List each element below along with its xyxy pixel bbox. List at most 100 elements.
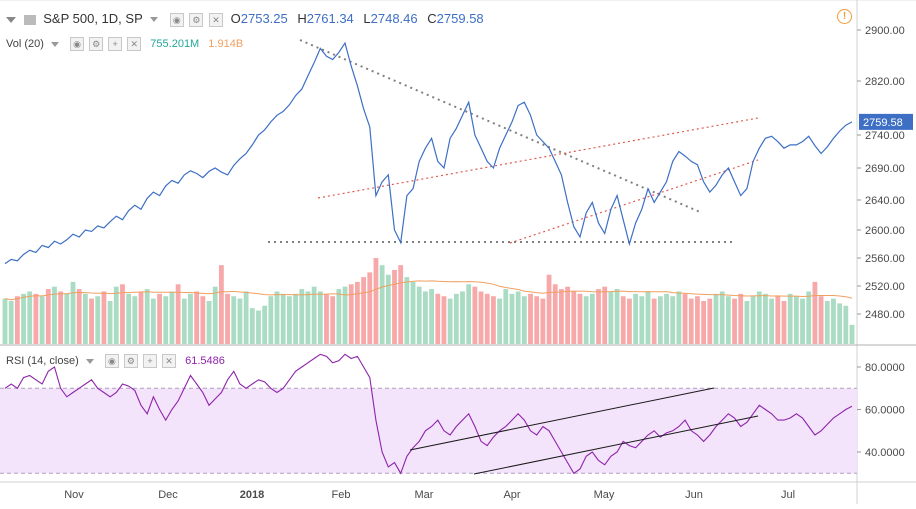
volume-bar — [138, 291, 144, 344]
volume-bar — [429, 289, 434, 344]
rsi-settings-icon[interactable]: ⚙ — [123, 354, 138, 368]
visibility-icon[interactable]: ◉ — [169, 12, 184, 27]
volume-bar — [627, 298, 632, 344]
time-axis-tick-label: Mar — [415, 489, 434, 501]
series-style-icon[interactable] — [23, 14, 36, 25]
alert-icon[interactable]: ! — [837, 9, 852, 24]
volume-bar — [361, 277, 366, 344]
volume-bar — [818, 296, 824, 344]
volume-bar — [262, 305, 268, 344]
volume-bar — [150, 298, 156, 344]
volume-bar — [268, 296, 274, 344]
volume-bar — [188, 293, 193, 344]
volume-bar — [404, 277, 410, 344]
volume-bar — [181, 298, 187, 344]
price-axis-tick-label: 2560.00 — [865, 253, 905, 265]
rsi-add-icon[interactable]: + — [143, 354, 157, 368]
volume-bar — [793, 296, 799, 344]
volume-bar — [423, 291, 428, 344]
price-axis-tick-label: 2690.00 — [865, 163, 905, 175]
volume-bar — [688, 298, 694, 344]
lower-channel-line — [509, 159, 759, 244]
volume-bar — [441, 296, 447, 344]
close-icon[interactable]: ✕ — [209, 12, 224, 27]
volume-close-icon[interactable]: ✕ — [127, 37, 142, 51]
downtrend-line — [299, 39, 701, 213]
volume-bar — [373, 258, 379, 344]
volume-bar — [738, 293, 744, 344]
rsi-axis-tick-label: 80.0000 — [865, 362, 905, 374]
time-axis-tick-label: Nov — [64, 489, 84, 501]
volume-visibility-icon[interactable]: ◉ — [70, 37, 85, 51]
volume-bar — [565, 286, 571, 344]
volume-bar — [497, 298, 502, 344]
volume-bar — [602, 286, 608, 344]
volume-legend: Vol (20) ◉ ⚙ + ✕ 755.201M 1.914B — [6, 37, 243, 51]
volume-bar — [453, 293, 459, 344]
volume-bar — [843, 305, 849, 344]
rsi-close-icon[interactable]: ✕ — [162, 354, 177, 368]
volume-bar — [39, 296, 45, 344]
price-axis-tick-label: 2520.00 — [865, 281, 905, 293]
volume-bar — [175, 284, 181, 344]
volume-bar — [243, 291, 249, 344]
price-axis-tick-label: 2600.00 — [865, 225, 905, 237]
volume-bar — [824, 301, 830, 344]
volume-bar — [157, 293, 162, 344]
volume-bar — [651, 298, 657, 344]
high-value: 2761.34 — [306, 11, 354, 26]
collapse-icon[interactable] — [6, 16, 16, 23]
volume-bar — [676, 291, 682, 344]
volume-bar — [509, 293, 515, 344]
close-value: 2759.58 — [436, 11, 484, 26]
symbol-menu-icon[interactable] — [150, 17, 159, 23]
volume-bar — [348, 284, 354, 344]
volume-bar — [392, 269, 397, 344]
low-label: L — [363, 11, 371, 26]
volume-bar — [163, 296, 169, 344]
volume-bar — [837, 303, 843, 344]
volume-bar — [620, 296, 626, 344]
time-axis-tick-label: Dec — [158, 489, 178, 501]
symbol-title[interactable]: S&P 500, 1D, SP — [43, 11, 143, 26]
rsi-menu-icon[interactable] — [85, 358, 94, 364]
volume-bar — [528, 293, 533, 344]
alert-glyph: ! — [842, 11, 847, 22]
volume-bar — [132, 296, 138, 344]
volume-bar — [812, 281, 818, 344]
volume-bar — [8, 301, 14, 344]
volume-bar — [280, 293, 286, 344]
volume-menu-icon[interactable] — [50, 41, 59, 47]
volume-bar — [107, 301, 113, 344]
time-axis-tick-label: Jun — [685, 489, 703, 501]
volume-bar — [274, 291, 280, 344]
rsi-visibility-icon[interactable]: ◉ — [104, 354, 119, 368]
volume-label[interactable]: Vol (20) — [6, 37, 44, 50]
volume-add-icon[interactable]: + — [108, 37, 123, 51]
rsi-axis-tick-label: 60.0000 — [865, 405, 905, 417]
volume-bar — [52, 286, 57, 344]
volume-bar — [756, 291, 762, 344]
volume-bar — [76, 289, 82, 344]
price-axis-tick-label: 2740.00 — [865, 130, 905, 142]
volume-bar — [256, 310, 261, 344]
volume-bar — [225, 293, 230, 344]
volume-bar — [212, 286, 218, 344]
volume-bar — [806, 291, 812, 344]
rsi-label[interactable]: RSI (14, close) — [6, 354, 79, 367]
volume-bar — [21, 293, 26, 344]
volume-bar — [546, 274, 552, 344]
volume-ma-value: 1.914B — [208, 37, 244, 50]
volume-bar — [614, 289, 620, 344]
volume-bar — [45, 289, 51, 344]
time-axis-tick-label: Feb — [332, 489, 351, 501]
settings-icon[interactable]: ⚙ — [189, 12, 204, 27]
last-price-badge — [859, 113, 913, 130]
volume-bar — [27, 291, 33, 344]
price-axis-tick-label: 2480.00 — [865, 309, 905, 321]
rsi-band — [0, 388, 857, 474]
volume-bar — [14, 296, 20, 344]
volume-settings-icon[interactable]: ⚙ — [89, 37, 104, 51]
volume-bar — [695, 296, 700, 344]
